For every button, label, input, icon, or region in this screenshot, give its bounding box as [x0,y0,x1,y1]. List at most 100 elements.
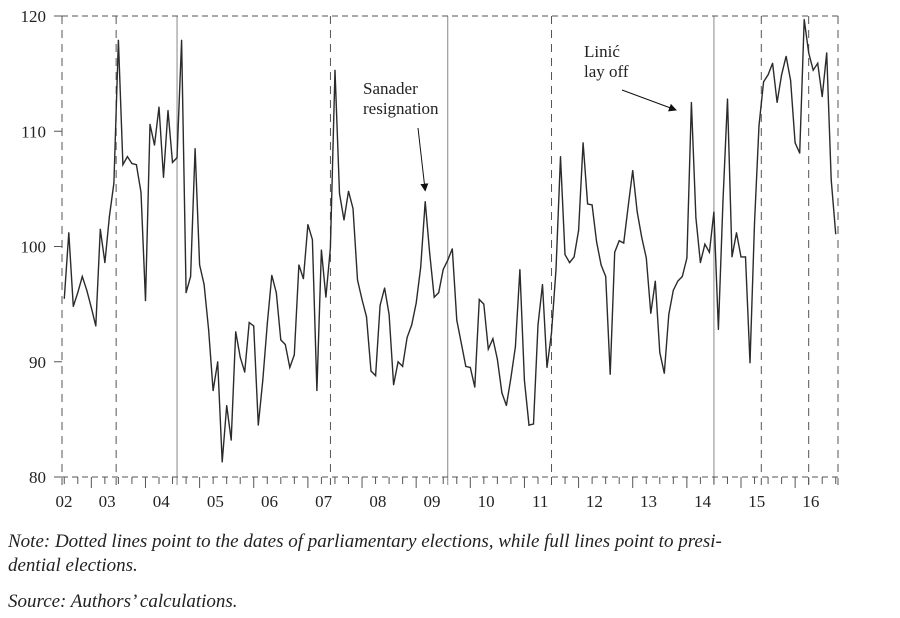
x-tick-label: 16 [802,492,819,511]
data-point [808,52,810,54]
data-point [347,190,350,192]
x-tick-label: 14 [694,492,712,511]
data-point [469,366,471,369]
data-point [456,319,458,321]
data-point [397,361,399,363]
data-point [104,262,106,264]
data-point [826,52,828,54]
caption-source: Source: Authors’ calculations. [8,591,238,612]
data-point [90,306,92,309]
data-point [799,152,801,154]
data-point [744,256,747,258]
data-point [199,264,201,266]
data-point [153,144,156,146]
data-point [501,392,503,394]
data-point [835,233,837,235]
data-point [442,268,444,271]
data-point [383,287,386,289]
data-point [564,253,566,256]
data-point [753,222,756,225]
data-point [771,62,774,64]
data-point [596,241,598,243]
data-point [577,229,580,231]
data-point [158,106,160,108]
data-point [546,366,548,369]
data-point [162,176,165,178]
data-point [72,305,74,308]
data-point [803,18,805,21]
y-axis-ticks: 80 90 100 110 120 [21,7,62,487]
data-point [99,228,101,230]
data-point [185,292,187,294]
data-point [722,199,724,201]
annotation-linic-text: Linić [584,42,620,61]
data-point [573,256,575,258]
y-tick-label: 100 [21,238,47,257]
data-point [731,256,733,258]
data-point [180,39,183,41]
data-point [713,211,715,213]
data-point [794,142,796,144]
data-point [695,217,697,219]
data-point [654,280,656,282]
data-point [167,109,169,112]
x-tick-label: 08 [369,492,386,511]
data-point [474,386,476,388]
election-lines [61,16,839,485]
data-point [767,74,769,76]
y-tick-label: 90 [29,353,46,372]
data-point [226,404,228,407]
data-point [668,313,670,316]
data-point [235,331,237,333]
data-point [370,370,372,372]
data-point [541,283,544,286]
data-point [821,96,823,98]
data-point [686,257,688,259]
data-point [122,164,124,166]
series-line-index [63,19,837,463]
data-point [338,192,341,195]
data-point [659,351,661,354]
caption-note-line2: dential elections. [8,555,138,576]
data-point [699,262,701,264]
data-point [113,182,115,184]
data-point [740,256,742,258]
x-tick-label: 03 [99,492,116,511]
data-point [817,62,819,64]
data-point [325,296,327,298]
data-point [690,101,692,104]
data-point [830,179,832,181]
data-point [627,205,629,207]
data-point [708,251,711,253]
data-point [212,389,214,392]
data-point [126,156,129,158]
x-tick-label: 09 [423,492,440,511]
x-tick-label: 13 [640,492,657,511]
data-point [135,164,138,166]
data-point [77,292,79,294]
data-point [95,325,97,327]
data-point [776,101,778,104]
data-point [663,372,665,374]
data-point [726,98,729,100]
annotation-sanader-text: Sanader [363,79,418,98]
data-point [762,81,765,83]
caption-note-line1: Note: Dotted lines point to the dates of… [8,531,722,552]
x-tick-label: 15 [748,492,765,511]
data-point [650,312,652,314]
data-point [514,346,517,348]
data-point [388,313,390,316]
data-point [194,147,196,150]
data-point [785,55,787,57]
data-point [645,257,647,259]
data-point [433,296,435,298]
data-point [492,338,494,340]
data-point [81,275,83,278]
data-point [424,200,426,203]
annotation-linic-arrow [621,89,677,112]
data-point [63,297,65,299]
data-point [451,248,453,250]
x-tick-label: 06 [261,492,278,511]
data-point [108,215,110,218]
